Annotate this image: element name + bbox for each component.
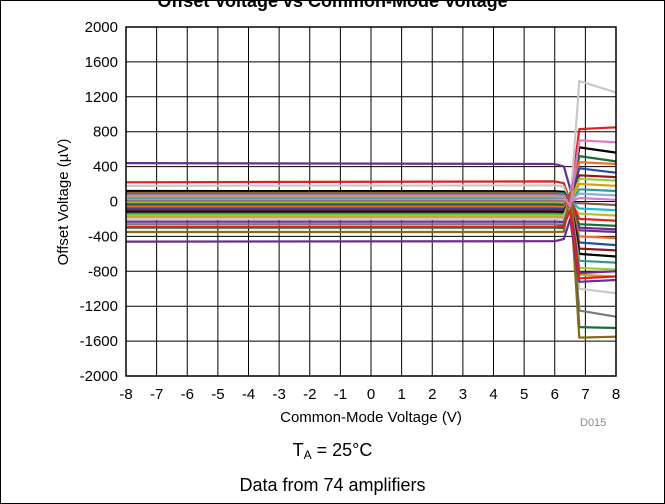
x-tick-label: 5 <box>520 386 528 403</box>
x-axis-label: Common-Mode Voltage (V) <box>280 409 462 426</box>
y-tick-label: 2000 <box>85 19 118 36</box>
series-line <box>126 209 617 280</box>
series-line <box>125 126 617 203</box>
x-tick-label: -8 <box>119 386 132 403</box>
series-line <box>125 217 617 283</box>
series-line <box>125 162 617 231</box>
condition-value: = 25°C <box>311 440 373 460</box>
x-tick-label: -7 <box>150 386 163 403</box>
y-tick-label: -1600 <box>80 333 118 350</box>
x-tick-label: 3 <box>459 386 467 403</box>
series-line <box>126 139 617 208</box>
y-tick-label: 400 <box>93 159 118 176</box>
x-tick-label: 0 <box>367 386 375 403</box>
y-tick-label: -800 <box>88 263 118 280</box>
condition-text: TA = 25°C <box>0 440 665 462</box>
y-tick-label: -400 <box>88 228 118 245</box>
x-tick-label: -2 <box>303 386 316 403</box>
x-tick-label: -1 <box>334 386 347 403</box>
y-tick-label: 800 <box>93 124 118 141</box>
condition-prefix: T <box>292 440 304 460</box>
x-tick-label: -5 <box>211 386 224 403</box>
y-axis-label: Offset Voltage (µV) <box>55 139 72 266</box>
series-layer <box>125 79 617 339</box>
x-tick-label: 7 <box>581 386 589 403</box>
y-tick-label: 1200 <box>85 89 118 106</box>
x-tick-label: -4 <box>242 386 255 403</box>
figure-id-watermark: D015 <box>580 417 607 429</box>
tick-layer: -8 -7 -6 -5 -4 -3 -2 -1 0 1 2 3 4 5 6 7 8 -2000 -1600 -1200… <box>80 19 621 403</box>
x-tick-label: 2 <box>428 386 436 403</box>
x-tick-label: -6 <box>181 386 194 403</box>
figure-title: Offset Voltage vs Common-Mode Voltage <box>157 0 508 11</box>
x-tick-label: 1 <box>397 386 405 403</box>
plot-border <box>125 26 617 377</box>
condition-subscript: A <box>303 448 312 462</box>
y-tick-label: -2000 <box>80 368 118 385</box>
series-line <box>126 191 617 339</box>
x-tick-label: 4 <box>489 386 497 403</box>
x-tick-label: 8 <box>612 386 620 403</box>
x-tick-label: 6 <box>551 386 559 403</box>
x-tick-label: -3 <box>272 386 285 403</box>
y-tick-label: -1200 <box>80 298 118 315</box>
y-tick-label: 1600 <box>85 54 118 71</box>
y-tick-label: 0 <box>110 194 118 211</box>
data-note: Data from 74 amplifiers <box>239 475 426 495</box>
